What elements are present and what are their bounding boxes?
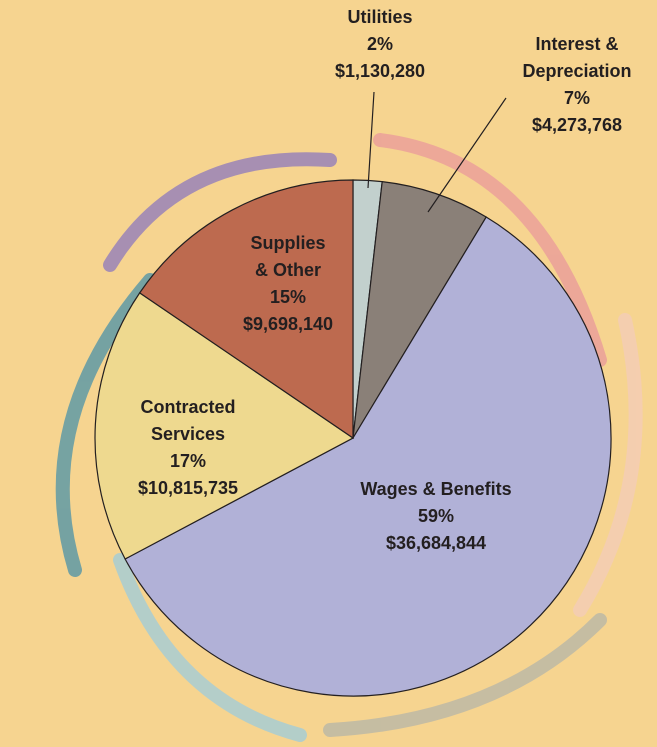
slice-label: & Other bbox=[255, 260, 321, 280]
value-label: $36,684,844 bbox=[386, 533, 486, 553]
pie-slice bbox=[124, 216, 612, 697]
value-label: $9,698,140 bbox=[243, 314, 333, 334]
slice-label: Supplies bbox=[250, 233, 325, 253]
pie-slice bbox=[94, 292, 355, 560]
leader-line bbox=[427, 97, 507, 213]
slice-label: Contracted bbox=[140, 397, 235, 417]
pie-slice bbox=[138, 179, 354, 440]
value-label: $1,130,280 bbox=[335, 61, 425, 81]
pie bbox=[94, 179, 612, 697]
slice-label: Wages & Benefits bbox=[360, 479, 511, 499]
leader-line bbox=[367, 91, 375, 189]
slice-label: Interest & bbox=[535, 34, 618, 54]
slice-label: Depreciation bbox=[522, 61, 631, 81]
value-label: $4,273,768 bbox=[532, 115, 622, 135]
value-label: $10,815,735 bbox=[138, 478, 238, 498]
leaf-decoration bbox=[55, 133, 643, 742]
percent-label: 7% bbox=[564, 88, 590, 108]
percent-label: 17% bbox=[170, 451, 206, 471]
slice-label: Utilities bbox=[347, 7, 412, 27]
pie-slice bbox=[352, 180, 487, 439]
percent-label: 59% bbox=[418, 506, 454, 526]
percent-label: 15% bbox=[270, 287, 306, 307]
percent-label: 2% bbox=[367, 34, 393, 54]
slice-label: Services bbox=[151, 424, 225, 444]
